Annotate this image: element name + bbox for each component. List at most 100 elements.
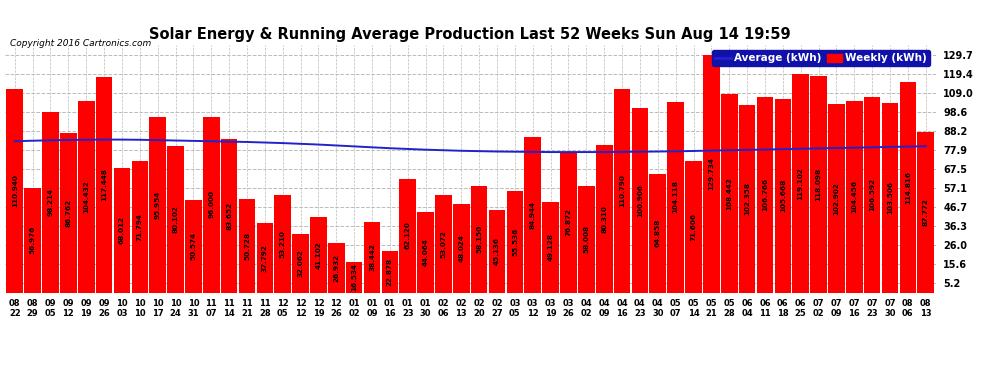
Bar [471,186,487,292]
Text: 53.210: 53.210 [280,230,286,258]
Text: 37.792: 37.792 [261,244,268,272]
Text: 26.932: 26.932 [334,254,340,282]
Bar [7,89,23,292]
Bar [292,234,309,292]
Bar [25,188,41,292]
Text: 102.358: 102.358 [744,182,750,215]
Text: 102.902: 102.902 [834,182,840,214]
Bar [596,145,613,292]
Text: 38.442: 38.442 [369,243,375,271]
Text: 104.432: 104.432 [83,180,89,213]
Text: 22.878: 22.878 [387,258,393,285]
Bar [274,195,291,292]
Text: 80.310: 80.310 [601,205,607,233]
Bar [453,204,469,292]
Text: 49.128: 49.128 [547,234,553,261]
Bar [614,89,631,292]
Bar [882,103,898,292]
Text: 45.136: 45.136 [494,237,500,265]
Text: 41.102: 41.102 [316,241,322,269]
Text: 98.214: 98.214 [48,189,53,216]
Bar [739,105,755,292]
Text: 48.024: 48.024 [458,234,464,262]
Text: 84.944: 84.944 [530,201,536,229]
Bar [363,222,380,292]
Bar [381,251,398,292]
Text: 129.734: 129.734 [709,157,715,190]
Text: 87.772: 87.772 [923,198,929,226]
Text: 95.954: 95.954 [154,190,160,219]
Text: 71.794: 71.794 [137,213,143,241]
Text: 58.150: 58.150 [476,225,482,253]
Text: 103.506: 103.506 [887,181,893,214]
Bar [132,161,148,292]
Bar [900,82,916,292]
Bar [149,117,166,292]
Text: 50.574: 50.574 [190,232,196,260]
Bar [310,217,327,292]
Text: 104.456: 104.456 [851,180,857,213]
Bar [507,190,523,292]
Bar [43,112,58,292]
Bar [685,161,702,292]
Bar [560,152,577,292]
Bar [756,97,773,292]
Bar [328,243,345,292]
Bar [60,134,76,292]
Bar [256,223,273,292]
Bar [418,212,434,292]
Bar [185,200,202,292]
Text: 83.652: 83.652 [226,202,232,230]
Bar [792,74,809,292]
Bar [632,108,648,292]
Legend: Average (kWh), Weekly (kWh): Average (kWh), Weekly (kWh) [712,50,931,66]
Text: 64.858: 64.858 [654,219,660,247]
Text: 16.534: 16.534 [351,263,357,291]
Bar [167,146,184,292]
Text: 106.592: 106.592 [869,178,875,212]
Bar [78,101,94,292]
Bar [346,262,362,292]
Bar [239,200,255,292]
Bar [221,139,238,292]
Text: 71.606: 71.606 [690,213,697,241]
Bar [810,76,827,292]
Text: 117.448: 117.448 [101,168,107,201]
Bar [203,117,220,292]
Text: 55.536: 55.536 [512,228,518,256]
Text: 110.790: 110.790 [619,174,625,207]
Bar [918,132,934,292]
Text: 80.102: 80.102 [172,205,178,233]
Text: 68.012: 68.012 [119,216,125,244]
Text: 44.064: 44.064 [423,238,429,266]
Text: 119.102: 119.102 [798,167,804,200]
Text: 58.008: 58.008 [583,225,589,254]
Bar [667,102,684,292]
Bar [399,178,416,292]
Text: 104.118: 104.118 [672,181,679,213]
Bar [649,174,666,292]
Text: 100.906: 100.906 [637,183,643,216]
Bar [703,55,720,292]
Text: 62.120: 62.120 [405,222,411,249]
Text: 53.072: 53.072 [441,230,446,258]
Bar [543,202,559,292]
Title: Solar Energy & Running Average Production Last 52 Weeks Sun Aug 14 19:59: Solar Energy & Running Average Productio… [149,27,791,42]
Text: 76.872: 76.872 [565,208,571,236]
Text: 106.766: 106.766 [762,178,768,211]
Text: 108.442: 108.442 [727,177,733,210]
Bar [96,77,113,292]
Bar [525,137,542,292]
Text: Copyright 2016 Cartronics.com: Copyright 2016 Cartronics.com [10,39,151,48]
Text: 56.976: 56.976 [30,226,36,254]
Bar [846,101,862,292]
Text: 32.062: 32.062 [298,249,304,277]
Text: 114.816: 114.816 [905,171,911,204]
Text: 96.000: 96.000 [208,190,214,219]
Bar [864,97,880,292]
Text: 105.668: 105.668 [780,179,786,212]
Text: 118.098: 118.098 [816,168,822,201]
Text: 50.728: 50.728 [244,232,250,260]
Bar [436,195,451,292]
Text: 86.762: 86.762 [65,199,71,227]
